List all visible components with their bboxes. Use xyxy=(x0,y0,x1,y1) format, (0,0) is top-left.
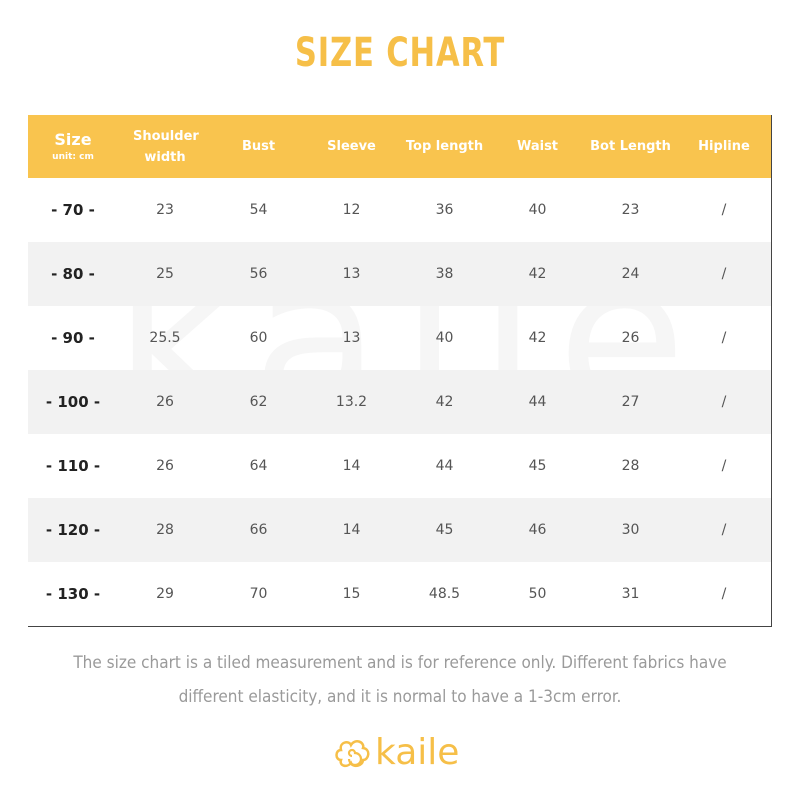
size-label: - 120 - xyxy=(45,521,101,539)
title: SIZE CHART xyxy=(294,30,506,76)
header-cell: Size unit: cm xyxy=(28,129,118,164)
table-cell: / xyxy=(721,458,727,474)
table-cell: 50 xyxy=(528,586,547,602)
table-cell: 12 xyxy=(342,202,361,218)
unit-label: unit: cm xyxy=(52,152,94,162)
header-cell: Waist xyxy=(491,136,584,157)
table-cell: 40 xyxy=(528,202,547,218)
header-cell: Sleeve xyxy=(305,136,398,157)
table-cell: 13.2 xyxy=(335,394,368,410)
table-cell: 48.5 xyxy=(428,586,461,602)
table-cell: 54 xyxy=(249,202,268,218)
size-label: - 100 - xyxy=(45,393,101,411)
table-cell: / xyxy=(721,266,727,282)
table-cell: 31 xyxy=(621,586,640,602)
header-text: Waist xyxy=(516,139,559,154)
table-cell: 46 xyxy=(528,522,547,538)
table-cell: / xyxy=(721,394,727,410)
header-row: Size unit: cm Shoulder width Bust Sleeve Top … xyxy=(28,115,771,178)
header-text: Hipline xyxy=(698,139,750,154)
table-cell: 66 xyxy=(249,522,268,538)
header-text: Bot Length xyxy=(590,139,671,154)
note: The size chart is a tiled measurement an… xyxy=(73,653,727,707)
table-cell: / xyxy=(721,330,727,346)
size-label: - 110 - xyxy=(45,457,101,475)
header-text: Size xyxy=(54,130,92,149)
table-cell: 24 xyxy=(621,266,640,282)
header-text: Top length xyxy=(405,139,484,154)
brand-logo: kaile xyxy=(333,730,473,778)
table-cell: 26 xyxy=(156,394,174,410)
table-cell: 28 xyxy=(621,458,640,474)
table-cell: 27 xyxy=(621,394,640,410)
table-row: - 90 - 25.5 60 13 40 42 26 / xyxy=(28,306,771,370)
table-cell: 30 xyxy=(621,522,640,538)
table-row: - 120 - 28 66 14 45 46 30 / xyxy=(28,498,771,562)
header-cell: Top length xyxy=(398,136,491,157)
table-cell: 40 xyxy=(435,330,454,346)
table-cell: 70 xyxy=(249,586,268,602)
table-cell: 42 xyxy=(528,330,547,346)
table-cell: 42 xyxy=(528,266,547,282)
table-cell: 36 xyxy=(435,202,454,218)
header-cell: Hipline xyxy=(677,136,771,157)
table-cell: 26 xyxy=(621,330,640,346)
size-label: - 90 - xyxy=(51,329,95,347)
header-text: Shoulder width xyxy=(133,128,199,165)
table-cell: 25 xyxy=(156,266,174,282)
table-cell: 60 xyxy=(249,330,268,346)
table-cell: 44 xyxy=(528,394,547,410)
header-cell: Bust xyxy=(212,136,305,157)
table-cell: 45 xyxy=(435,522,454,538)
header-text: Sleeve xyxy=(327,139,376,154)
table-cell: 23 xyxy=(156,202,174,218)
table-cell: 44 xyxy=(435,458,454,474)
table-cell: 23 xyxy=(621,202,640,218)
table-cell: 13 xyxy=(342,266,361,282)
table-cell: 13 xyxy=(342,330,361,346)
table-cell: 28 xyxy=(156,522,174,538)
table-cell: 62 xyxy=(249,394,268,410)
table-cell: / xyxy=(721,522,727,538)
size-label: - 80 - xyxy=(51,265,95,283)
table-cell: 25.5 xyxy=(149,330,181,346)
table-row: - 100 - 26 62 13.2 42 44 27 / xyxy=(28,370,771,434)
table-cell: 45 xyxy=(528,458,547,474)
table-cell: 64 xyxy=(249,458,268,474)
table-cell: / xyxy=(721,202,727,218)
table-cell: 42 xyxy=(435,394,454,410)
header-text: Bust xyxy=(241,139,276,154)
table-cell: 14 xyxy=(342,458,361,474)
table-row: - 130 - 29 70 15 48.5 50 31 / xyxy=(28,562,771,626)
table-cell: 26 xyxy=(156,458,174,474)
table-cell: 14 xyxy=(342,522,361,538)
brand-icon xyxy=(335,740,370,768)
header-cell: Shoulder width xyxy=(118,126,212,168)
size-table: Size unit: cm Shoulder width Bust Sleeve Top … xyxy=(28,115,772,627)
header-cell: Bot Length xyxy=(584,136,677,157)
table-cell: 29 xyxy=(156,586,174,602)
table-row: - 70 - 23 54 12 36 40 23 / xyxy=(28,178,771,242)
brand-name: kaile xyxy=(375,732,460,773)
table-cell: 15 xyxy=(342,586,361,602)
size-label: - 130 - xyxy=(45,585,101,603)
table-row: - 80 - 25 56 13 38 42 24 / xyxy=(28,242,771,306)
size-label: - 70 - xyxy=(51,201,95,219)
table-row: - 110 - 26 64 14 44 45 28 / xyxy=(28,434,771,498)
table-cell: 38 xyxy=(435,266,454,282)
table-cell: / xyxy=(721,586,727,602)
table-cell: 56 xyxy=(249,266,268,282)
